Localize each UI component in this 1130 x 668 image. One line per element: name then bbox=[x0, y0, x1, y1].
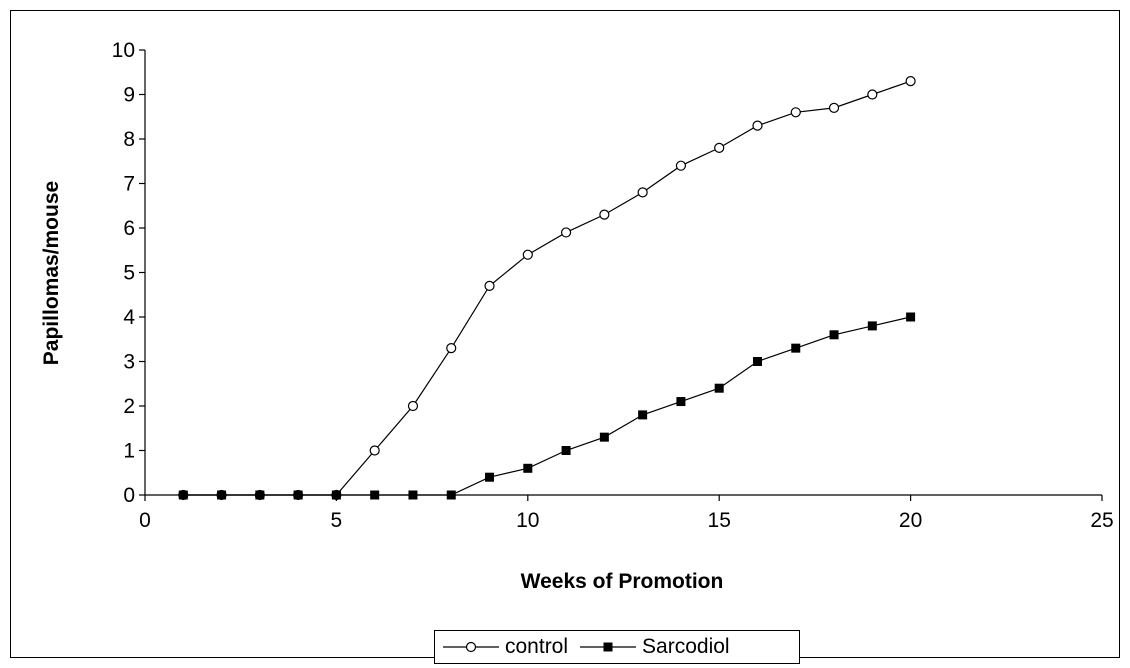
y-tick-label: 9 bbox=[123, 84, 135, 107]
data-point-control bbox=[790, 107, 801, 118]
series-line-control bbox=[183, 80, 911, 496]
data-point-control bbox=[752, 120, 763, 131]
data-point-sarcodiol bbox=[791, 343, 801, 353]
x-tick-label: 15 bbox=[708, 509, 731, 532]
x-tick-label: 25 bbox=[1090, 509, 1113, 532]
y-tick-label: 10 bbox=[112, 39, 135, 62]
x-tick-label: 20 bbox=[899, 509, 922, 532]
y-tick-label: 5 bbox=[123, 262, 135, 285]
x-tick-label: 0 bbox=[139, 509, 151, 532]
x-tick-label: 10 bbox=[516, 509, 539, 532]
data-point-sarcodiol bbox=[906, 312, 916, 322]
y-tick-label: 2 bbox=[123, 395, 135, 418]
data-point-control bbox=[637, 187, 648, 198]
data-point-sarcodiol bbox=[829, 330, 839, 340]
legend-marker-open-circle-icon bbox=[443, 641, 499, 653]
y-tick-label: 1 bbox=[123, 440, 135, 463]
axes: 0 1 2 3 4 5 6 7 8 9 10 0 5 10 15 20 25 bbox=[112, 39, 1114, 532]
data-point-sarcodiol bbox=[178, 490, 188, 500]
y-tick-label: 6 bbox=[123, 217, 135, 240]
legend: control Sarcodiol bbox=[434, 630, 800, 664]
data-point-control bbox=[560, 227, 572, 238]
data-point-sarcodiol bbox=[714, 383, 724, 393]
data-point-control bbox=[484, 280, 495, 291]
data-point-control bbox=[714, 142, 725, 153]
legend-label-sarcodiol: Sarcodiol bbox=[642, 635, 730, 658]
x-axis-title: Weeks of Promotion bbox=[521, 570, 724, 593]
legend-item-sarcodiol: Sarcodiol bbox=[580, 635, 730, 659]
data-point-control bbox=[369, 445, 380, 456]
y-axis-title: Papillomas/mouse bbox=[40, 181, 63, 365]
legend-marker-filled-square-icon bbox=[580, 642, 637, 652]
y-tick-label: 3 bbox=[123, 351, 135, 374]
data-point-sarcodiol bbox=[752, 357, 762, 366]
data-point-sarcodiol bbox=[408, 490, 418, 500]
data-point-control bbox=[522, 249, 533, 260]
data-point-control bbox=[828, 102, 840, 113]
data-point-sarcodiol bbox=[561, 446, 571, 455]
series-layer bbox=[178, 76, 916, 501]
data-point-sarcodiol bbox=[255, 490, 265, 500]
data-point-sarcodiol bbox=[523, 463, 533, 473]
data-point-control bbox=[867, 89, 878, 100]
y-tick-label: 4 bbox=[123, 306, 135, 329]
data-point-sarcodiol bbox=[599, 432, 609, 442]
data-point-sarcodiol bbox=[331, 490, 341, 500]
data-point-sarcodiol bbox=[485, 472, 495, 482]
data-point-control bbox=[675, 160, 687, 171]
data-point-sarcodiol bbox=[638, 410, 648, 420]
x-tick-label: 5 bbox=[331, 509, 343, 532]
data-point-control bbox=[905, 76, 916, 87]
data-point-sarcodiol bbox=[676, 397, 686, 407]
legend-label-control: control bbox=[505, 635, 569, 658]
legend-item-control: control bbox=[443, 635, 568, 659]
y-tick-label: 0 bbox=[123, 484, 135, 507]
data-point-sarcodiol bbox=[217, 490, 227, 500]
data-point-control bbox=[599, 209, 610, 220]
data-point-control bbox=[407, 400, 419, 412]
data-point-control bbox=[446, 343, 457, 354]
y-tick-label: 7 bbox=[123, 173, 135, 196]
data-point-sarcodiol bbox=[293, 490, 303, 500]
data-point-sarcodiol bbox=[446, 490, 456, 500]
data-point-sarcodiol bbox=[867, 321, 877, 331]
y-tick-label: 8 bbox=[123, 128, 135, 151]
data-point-sarcodiol bbox=[370, 490, 380, 500]
series-line-sarcodiol bbox=[183, 316, 911, 496]
